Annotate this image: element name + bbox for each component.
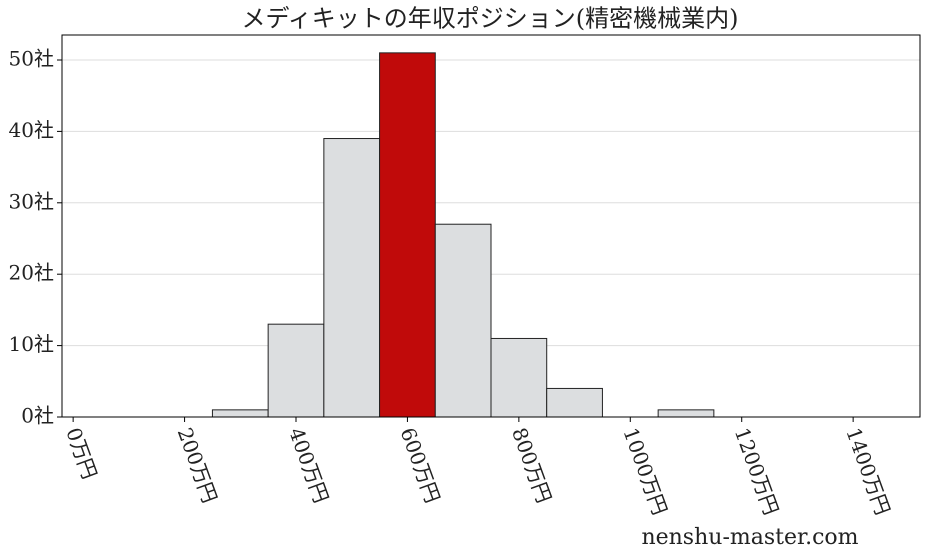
x-tick-label: 800万円: [507, 424, 556, 506]
y-tick-label: 20社: [9, 261, 54, 285]
bar: [657, 409, 715, 418]
y-tick-label: 30社: [9, 189, 54, 213]
x-tick-label: 600万円: [396, 424, 445, 506]
y-tick-label: 10社: [9, 332, 54, 356]
x-tick-label: 1200万円: [730, 424, 784, 518]
bar: [490, 337, 548, 418]
bar: [267, 323, 325, 418]
x-tick-label: 1000万円: [618, 424, 672, 518]
y-tick-label: 0社: [21, 404, 54, 428]
x-tick-label: 0万円: [61, 424, 102, 482]
y-tick-label: 40社: [9, 118, 54, 142]
x-tick-label: 1400万円: [841, 424, 895, 518]
bar: [323, 138, 381, 418]
x-tick-label: 200万円: [173, 424, 222, 506]
bar: [211, 409, 269, 418]
chart-title: メディキットの年収ポジション(精密機械業内): [241, 5, 738, 33]
y-tick-label: 50社: [9, 46, 54, 70]
x-tick-label: 400万円: [284, 424, 333, 506]
watermark: nenshu-master.com: [641, 525, 858, 550]
bar: [379, 52, 436, 418]
plot-frame: [61, 34, 921, 418]
bar: [546, 387, 603, 418]
bar: [434, 223, 492, 418]
